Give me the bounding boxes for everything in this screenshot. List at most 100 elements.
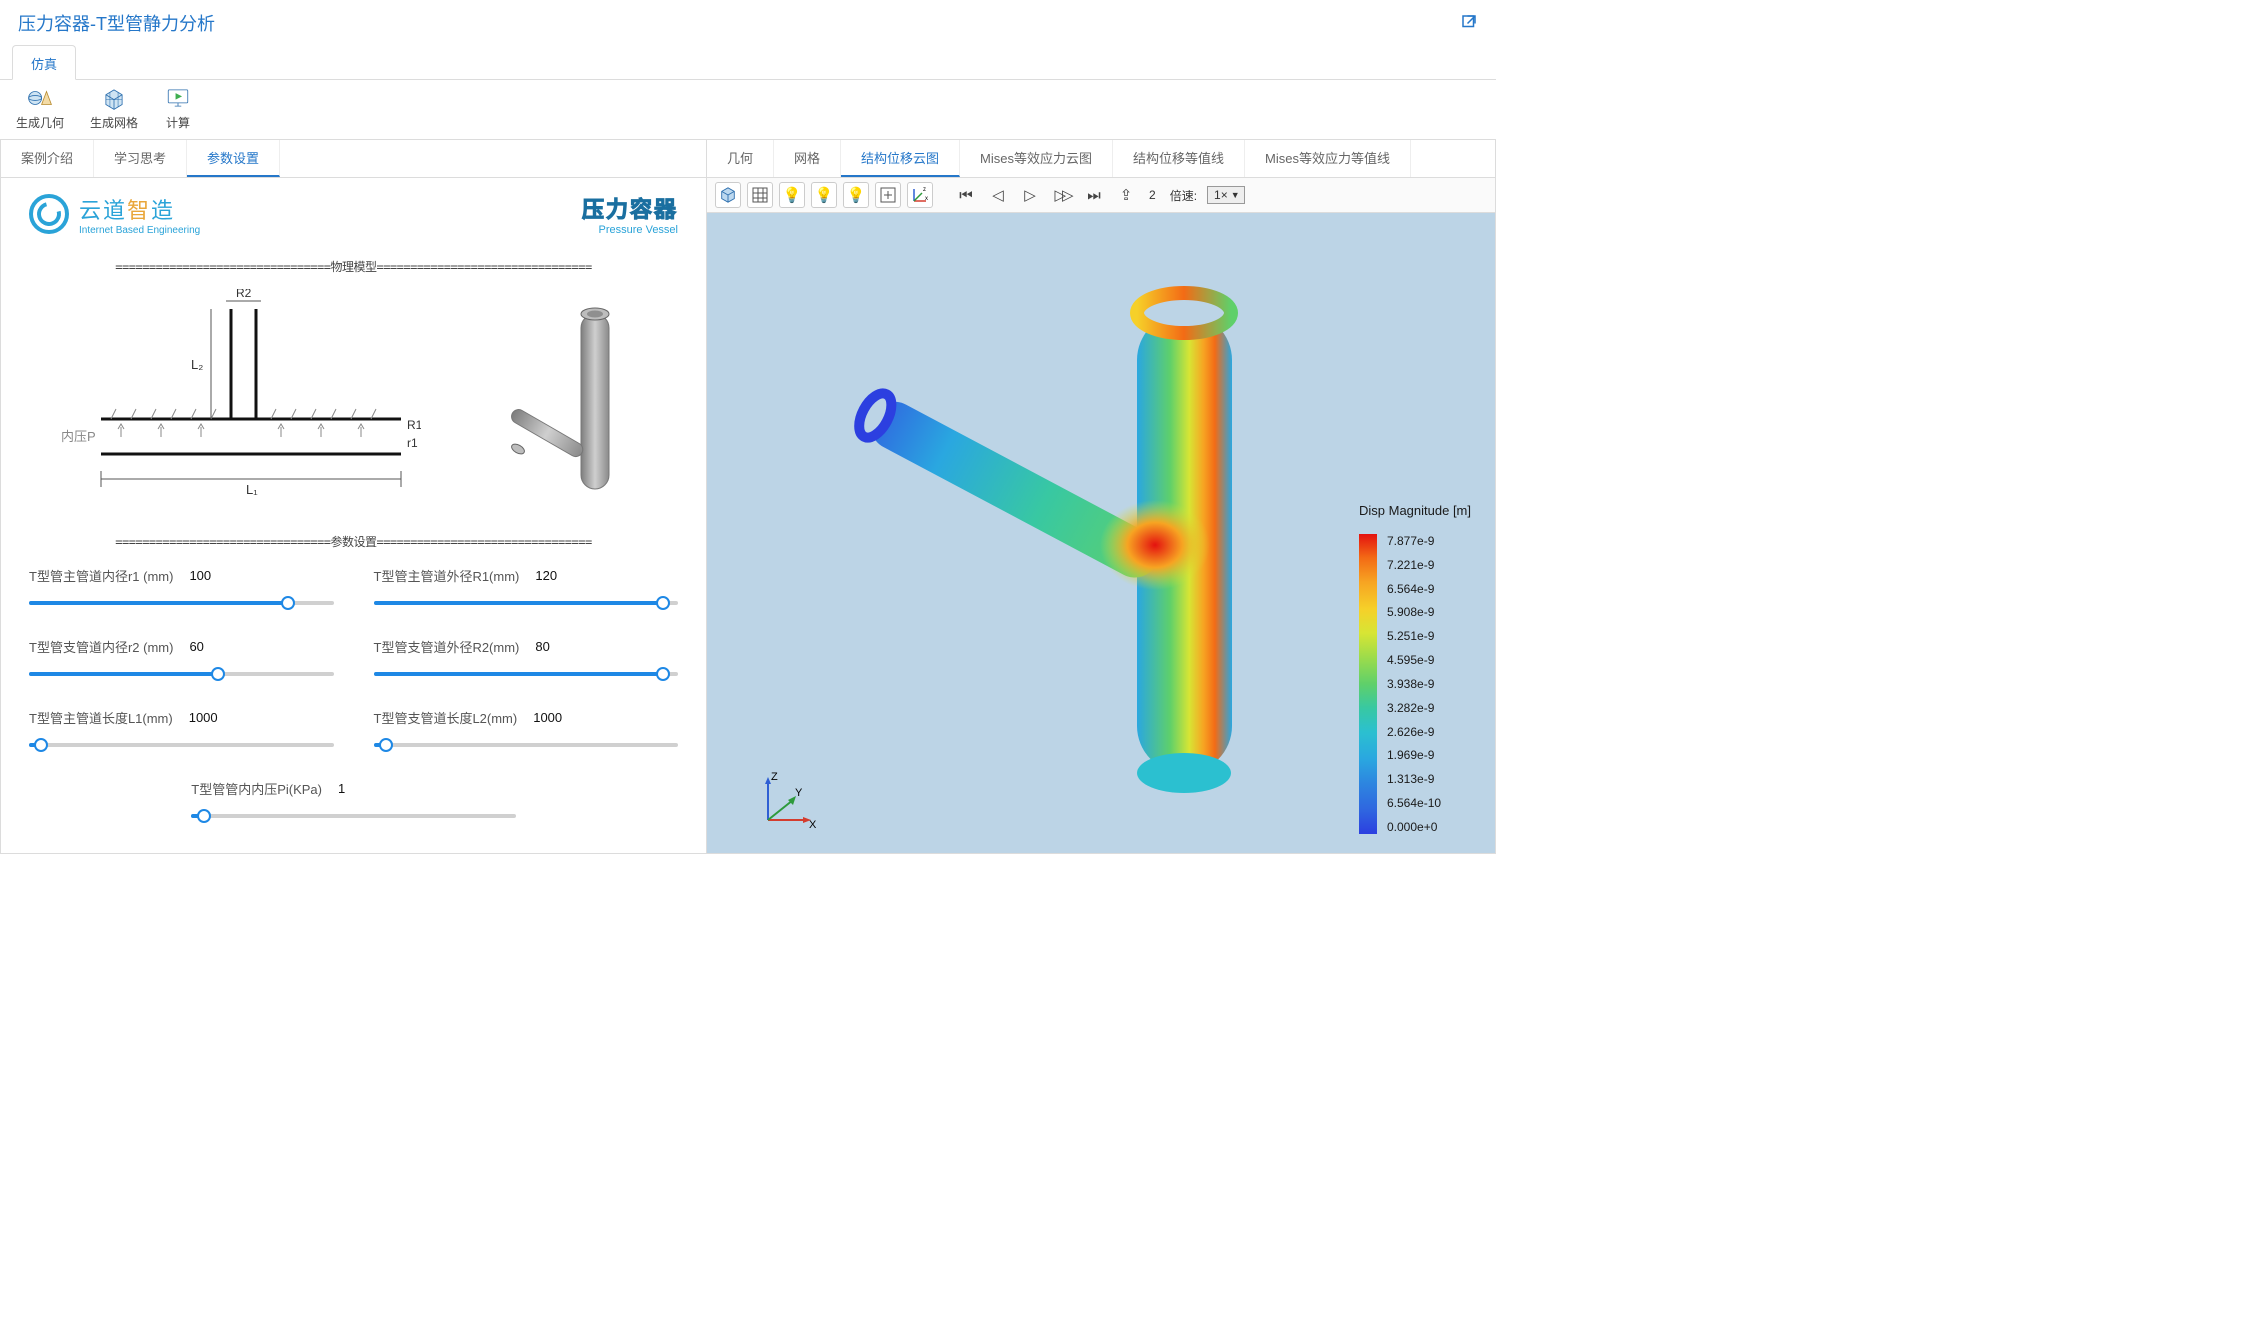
open-new-window-icon[interactable] [1460, 13, 1478, 34]
playback-next-button[interactable]: ▷▷ [1049, 182, 1075, 208]
legend-title: Disp Magnitude [m] [1359, 503, 1471, 518]
fit-view-button[interactable] [875, 182, 901, 208]
legend-value: 5.908e-9 [1387, 605, 1441, 619]
slider-thumb[interactable] [197, 809, 211, 823]
playback-prev-button[interactable]: ◁ [985, 182, 1011, 208]
speed-select[interactable]: 1× [1207, 186, 1245, 204]
toolbar-label: 生成网格 [90, 114, 138, 131]
result-tab-geom[interactable]: 几何 [707, 140, 774, 177]
playback-last-button[interactable]: ⏭ [1081, 182, 1107, 208]
brand-right: 压力容器 Pressure Vessel [582, 192, 678, 236]
viewer-toolbar: 💡 💡 💡 zx ⏮ ◁ ▷ ▷▷ ⏭ ⇪ 2 倍速: 1× [707, 178, 1495, 213]
param-label: T型管支管道内径r2 (mm) [29, 637, 173, 656]
slider-R2[interactable] [374, 666, 679, 682]
playback-play-button[interactable]: ▷ [1017, 182, 1043, 208]
monitor-play-icon [164, 86, 192, 110]
export-button[interactable]: ⇪ [1113, 182, 1139, 208]
result-tab-mises-cloud[interactable]: Mises等效应力云图 [960, 140, 1113, 177]
bulb-orange-button[interactable]: 💡 [779, 182, 805, 208]
legend-value: 3.938e-9 [1387, 677, 1441, 691]
legend-value: 7.221e-9 [1387, 558, 1441, 572]
axes-toggle-button[interactable]: zx [907, 182, 933, 208]
toolbar-label: 生成几何 [16, 114, 64, 131]
skip-first-icon: ⏮ [959, 188, 973, 203]
speed-label: 倍速: [1170, 187, 1197, 204]
tab-case-intro[interactable]: 案例介绍 [1, 140, 94, 177]
slider-r2[interactable] [29, 666, 334, 682]
main-tab-row: 仿真 [0, 44, 1496, 80]
slider-r1[interactable] [29, 595, 334, 611]
svg-text:x: x [925, 196, 928, 202]
bulb-blue-button[interactable]: 💡 [843, 182, 869, 208]
param-label: T型管主管道外径R1(mm) [374, 566, 520, 585]
svg-text:L₁: L₁ [246, 482, 258, 497]
result-tab-mesh[interactable]: 网格 [774, 140, 841, 177]
slider-L2[interactable] [374, 737, 679, 753]
product-name-cn: 压力容器 [582, 192, 678, 224]
brand-left: 云道智造 Internet Based Engineering [29, 193, 200, 236]
main-tab-simulation[interactable]: 仿真 [12, 45, 76, 80]
color-legend: Disp Magnitude [m] 7.877e-97.221e-96.564… [1359, 503, 1471, 834]
play-icon: ▷ [1024, 188, 1036, 203]
section-divider-param-settings: ================================参数设置====… [29, 533, 678, 550]
result-viewport[interactable]: Disp Magnitude [m] 7.877e-97.221e-96.564… [707, 213, 1495, 853]
sphere-cone-icon [26, 86, 54, 110]
result-tab-disp-cloud[interactable]: 结构位移云图 [841, 140, 960, 177]
grid-button[interactable] [747, 182, 773, 208]
param-value: 1 [338, 781, 345, 796]
left-subtab-row: 案例介绍 学习思考 参数设置 [1, 140, 706, 178]
slider-thumb[interactable] [656, 596, 670, 610]
slider-thumb[interactable] [379, 738, 393, 752]
slider-thumb[interactable] [34, 738, 48, 752]
compute-button[interactable]: 计算 [164, 86, 192, 131]
schematic-2d-diagram: L₁ L₂ R2 r1 R1 内压P [61, 289, 421, 509]
bulb-icon: 💡 [783, 188, 802, 203]
result-tab-disp-iso[interactable]: 结构位移等值线 [1113, 140, 1245, 177]
param-Pi: T型管管内内压Pi(KPa)1 [191, 779, 516, 824]
step-fwd-icon: ▷▷ [1054, 188, 1069, 203]
bulb-green-button[interactable]: 💡 [811, 182, 837, 208]
tab-study[interactable]: 学习思考 [94, 140, 187, 177]
param-r1: T型管主管道内径r1 (mm) 100 [29, 566, 334, 611]
playback-first-button[interactable]: ⏮ [953, 182, 979, 208]
slider-thumb[interactable] [656, 667, 670, 681]
section-divider-physical-model: ================================物理模型====… [29, 258, 678, 275]
tab-param-settings[interactable]: 参数设置 [187, 140, 280, 177]
svg-text:X: X [809, 819, 817, 831]
bulb-icon: 💡 [815, 188, 834, 203]
slider-L1[interactable] [29, 737, 334, 753]
param-value: 80 [535, 639, 549, 654]
result-tab-mises-iso[interactable]: Mises等效应力等值线 [1245, 140, 1411, 177]
right-subtab-row: 几何网格结构位移云图Mises等效应力云图结构位移等值线Mises等效应力等值线 [707, 140, 1495, 178]
slider-thumb[interactable] [211, 667, 225, 681]
schematic-3d-diagram [486, 289, 646, 509]
svg-text:Y: Y [795, 787, 803, 799]
param-R1: T型管主管道外径R1(mm)120 [374, 566, 679, 611]
legend-value: 3.282e-9 [1387, 701, 1441, 715]
param-label: T型管支管道长度L2(mm) [374, 708, 518, 727]
slider-R1[interactable] [374, 595, 679, 611]
action-toolbar: 生成几何 生成网格 计算 [0, 80, 1496, 140]
svg-text:R1: R1 [407, 418, 421, 432]
param-label: T型管主管道内径r1 (mm) [29, 566, 173, 585]
product-name-en: Pressure Vessel [582, 224, 678, 236]
skip-last-icon: ⏭ [1087, 188, 1101, 203]
view-cube-button[interactable] [715, 182, 741, 208]
slider-thumb[interactable] [281, 596, 295, 610]
export-icon: ⇪ [1120, 188, 1133, 203]
frame-number: 2 [1149, 188, 1156, 202]
generate-mesh-button[interactable]: 生成网格 [90, 86, 138, 131]
svg-text:内压P: 内压P [61, 429, 96, 444]
legend-value: 7.877e-9 [1387, 534, 1441, 548]
toolbar-label: 计算 [166, 114, 190, 131]
brand-name: 云道智造 [79, 193, 200, 225]
param-value: 100 [189, 568, 211, 583]
slider-Pi[interactable] [191, 808, 516, 824]
param-L2: T型管支管道长度L2(mm)1000 [374, 708, 679, 753]
legend-value: 1.969e-9 [1387, 748, 1441, 762]
generate-geometry-button[interactable]: 生成几何 [16, 86, 64, 131]
cube-mesh-icon [100, 86, 128, 110]
param-R2: T型管支管道外径R2(mm)80 [374, 637, 679, 682]
legend-colorbar [1359, 534, 1377, 834]
axis-triad: Z Y X [753, 772, 823, 835]
